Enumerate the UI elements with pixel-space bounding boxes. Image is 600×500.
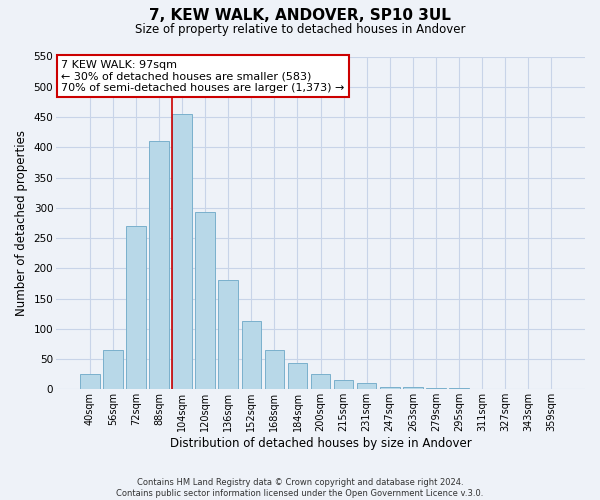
Bar <box>495 388 515 390</box>
Bar <box>518 388 538 390</box>
Bar <box>287 364 307 390</box>
Bar <box>311 374 331 390</box>
Bar <box>172 114 192 390</box>
Bar <box>472 388 492 390</box>
X-axis label: Distribution of detached houses by size in Andover: Distribution of detached houses by size … <box>170 437 472 450</box>
Bar <box>218 280 238 390</box>
Bar <box>357 383 376 390</box>
Bar <box>126 226 146 390</box>
Text: Size of property relative to detached houses in Andover: Size of property relative to detached ho… <box>135 22 465 36</box>
Text: Contains HM Land Registry data © Crown copyright and database right 2024.
Contai: Contains HM Land Registry data © Crown c… <box>116 478 484 498</box>
Bar <box>80 374 100 390</box>
Bar <box>265 350 284 390</box>
Bar <box>380 387 400 390</box>
Bar <box>196 212 215 390</box>
Bar <box>403 388 422 390</box>
Bar <box>334 380 353 390</box>
Bar <box>426 388 446 390</box>
Bar <box>103 350 123 390</box>
Bar <box>242 321 261 390</box>
Bar <box>449 388 469 390</box>
Text: 7 KEW WALK: 97sqm
← 30% of detached houses are smaller (583)
70% of semi-detache: 7 KEW WALK: 97sqm ← 30% of detached hous… <box>61 60 345 93</box>
Bar <box>149 141 169 390</box>
Text: 7, KEW WALK, ANDOVER, SP10 3UL: 7, KEW WALK, ANDOVER, SP10 3UL <box>149 8 451 22</box>
Y-axis label: Number of detached properties: Number of detached properties <box>15 130 28 316</box>
Bar <box>541 388 561 390</box>
